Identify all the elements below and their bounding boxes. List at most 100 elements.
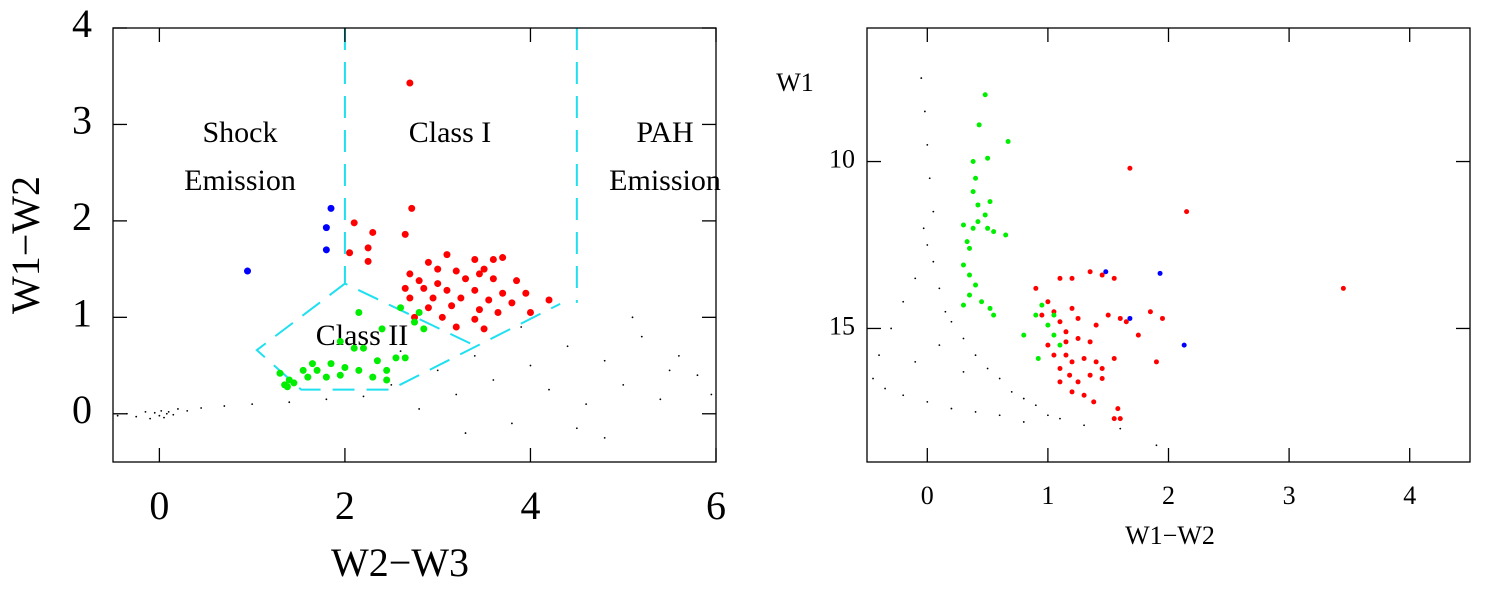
point	[926, 143, 929, 146]
point	[938, 287, 941, 290]
point	[974, 411, 977, 413]
point	[964, 239, 970, 245]
x-tick-label: 1	[1041, 481, 1054, 510]
point	[1051, 312, 1057, 318]
point	[1039, 302, 1045, 308]
point	[424, 304, 432, 312]
point	[982, 92, 988, 98]
point	[998, 414, 1001, 417]
annotation: Emission	[184, 164, 296, 197]
annotation: Class I	[409, 116, 492, 149]
point	[290, 379, 298, 387]
point	[960, 222, 966, 228]
point	[914, 360, 917, 363]
point	[932, 260, 935, 263]
point	[987, 199, 993, 205]
point	[1093, 322, 1099, 328]
point	[1069, 275, 1075, 281]
point	[920, 77, 923, 79]
point	[283, 383, 291, 391]
point	[313, 366, 321, 374]
point	[1081, 392, 1087, 398]
point	[902, 394, 905, 397]
annotation: Emission	[609, 164, 721, 197]
point	[970, 225, 976, 231]
point	[163, 416, 165, 419]
point	[1034, 404, 1037, 407]
point	[914, 277, 917, 280]
point	[1010, 390, 1013, 393]
point	[1081, 356, 1087, 362]
point	[471, 315, 479, 323]
point	[960, 302, 966, 308]
point	[967, 272, 973, 278]
y-axis-title: W1−W2	[3, 176, 48, 314]
point	[244, 267, 252, 275]
point	[158, 414, 161, 417]
point	[443, 251, 451, 259]
point	[322, 224, 330, 232]
point	[1147, 309, 1153, 315]
point	[341, 363, 349, 371]
point	[473, 355, 476, 357]
point	[299, 366, 307, 374]
point	[1067, 372, 1073, 378]
y-tick-label: 3	[72, 98, 92, 143]
point	[452, 323, 460, 331]
point	[1083, 424, 1085, 427]
point	[399, 350, 402, 352]
point	[1091, 399, 1097, 405]
point	[1127, 165, 1133, 171]
point	[1039, 312, 1045, 318]
point	[696, 374, 699, 377]
point	[165, 412, 168, 415]
point	[566, 345, 569, 348]
x-tick-label: 4	[520, 483, 540, 528]
point	[288, 401, 291, 404]
point	[1099, 272, 1105, 278]
point	[1103, 269, 1109, 275]
x-tick-label: 2	[1162, 481, 1175, 510]
point	[962, 337, 965, 340]
point	[511, 422, 513, 425]
point	[545, 296, 553, 304]
point	[489, 255, 497, 263]
point	[364, 257, 372, 265]
point	[160, 409, 163, 412]
point	[973, 175, 979, 181]
point	[622, 383, 625, 386]
point	[1069, 305, 1075, 311]
point	[526, 309, 534, 317]
point	[1035, 356, 1041, 362]
x-tick-label: 3	[1283, 481, 1296, 510]
point	[172, 413, 175, 416]
x-axis-title: W2−W3	[331, 540, 469, 585]
annotation: Shock	[203, 116, 278, 149]
point	[950, 407, 953, 410]
point	[494, 309, 502, 317]
point	[177, 408, 179, 410]
point	[1111, 416, 1117, 422]
y-tick-label: 4	[72, 1, 92, 46]
point	[327, 204, 335, 212]
point	[960, 262, 966, 268]
point	[186, 409, 189, 412]
point	[603, 359, 606, 362]
point	[475, 306, 483, 314]
point	[1022, 421, 1025, 423]
point	[923, 110, 926, 113]
point	[418, 408, 421, 410]
point	[167, 410, 170, 413]
point	[390, 383, 393, 386]
point	[548, 388, 550, 391]
point	[668, 369, 671, 372]
point	[1093, 359, 1099, 365]
annotation: PAH	[636, 116, 693, 149]
point	[1063, 329, 1069, 335]
point	[401, 284, 409, 292]
point	[1087, 372, 1093, 378]
point	[1045, 342, 1051, 348]
point	[1075, 335, 1081, 341]
point	[457, 294, 465, 302]
point	[327, 360, 335, 368]
